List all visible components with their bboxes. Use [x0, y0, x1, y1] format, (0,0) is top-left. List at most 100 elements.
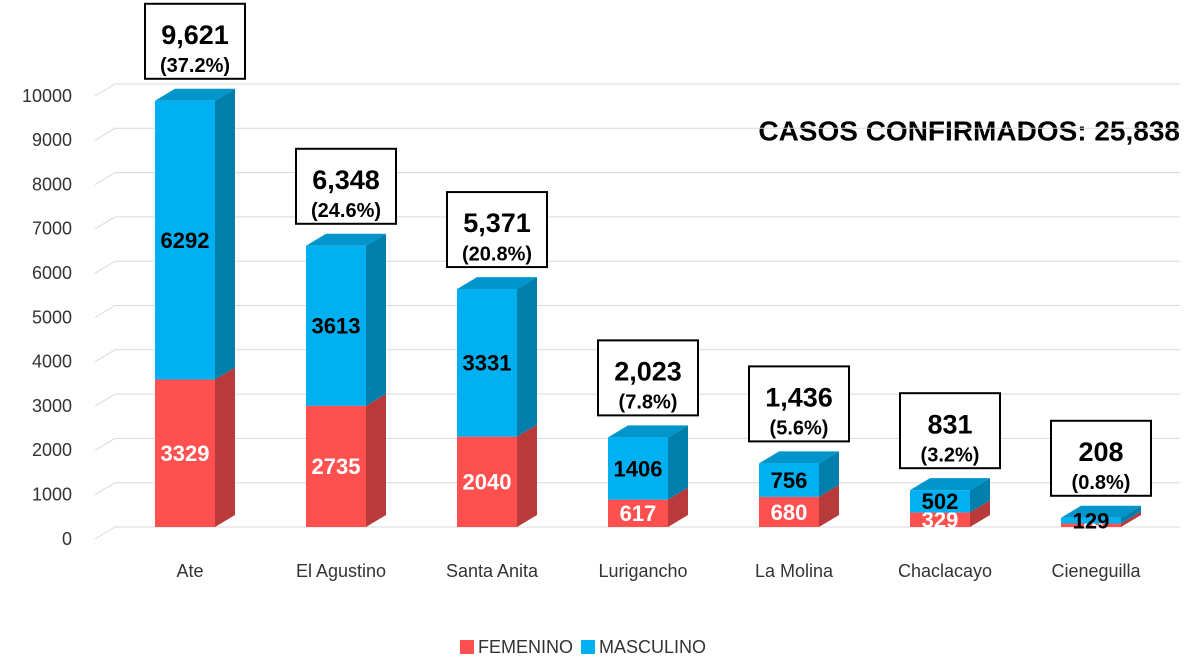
share-label: (3.2%): [921, 444, 980, 466]
bar-side: [215, 88, 235, 380]
y-tick-label: 3000: [32, 396, 72, 416]
legend-swatch: [460, 640, 474, 654]
grid-line: [94, 216, 1180, 230]
bar: [306, 405, 366, 527]
y-tick-label: 6000: [32, 263, 72, 283]
bar-side: [366, 393, 386, 527]
bar-side: [668, 487, 688, 527]
bar-side: [970, 478, 990, 513]
bar: [1061, 517, 1121, 524]
bar-side: [1121, 505, 1141, 524]
bar-side: [1121, 511, 1141, 527]
grid-line: [94, 349, 1180, 363]
share-label: (5.6%): [770, 418, 829, 440]
y-tick-label: 10000: [22, 86, 72, 106]
bar: [608, 499, 668, 527]
share-label: (37.2%): [160, 55, 230, 77]
bar-top: [608, 425, 688, 438]
data-label: 2040: [463, 470, 512, 495]
bar-side: [668, 425, 688, 500]
bar: [910, 512, 970, 527]
legend-label: FEMENINO: [478, 637, 573, 657]
y-tick-label: 4000: [32, 352, 72, 372]
total-box: [144, 2, 246, 80]
total-label: 208: [1078, 437, 1123, 467]
grid-line: [94, 172, 1180, 186]
y-tick-label: 7000: [32, 219, 72, 239]
total-label: 2,023: [614, 357, 682, 387]
bar: [457, 436, 517, 527]
bar: [1061, 523, 1121, 527]
data-label: 756: [771, 468, 808, 493]
data-label: 2735: [312, 454, 361, 479]
bar-side: [517, 277, 537, 437]
data-label: 1406: [614, 456, 663, 481]
total-label: 5,371: [463, 208, 531, 238]
share-label: (7.8%): [619, 392, 678, 414]
bar: [608, 437, 668, 500]
y-tick-label: 9000: [32, 130, 72, 150]
y-tick-label: 0: [62, 529, 72, 549]
total-label: 9,621: [161, 20, 229, 50]
legend-label: MASCULINO: [599, 637, 706, 657]
share-label: (0.8%): [1072, 472, 1131, 494]
data-label: 6292: [161, 228, 210, 253]
bar-side: [819, 484, 839, 527]
annotation: CASOS CONFIRMADOS: 25,838: [758, 115, 1180, 146]
bar-side: [366, 233, 386, 406]
total-box: [446, 191, 548, 269]
total-box: [899, 392, 1001, 470]
total-box: [597, 339, 699, 417]
total-box: [1050, 419, 1152, 497]
total-box: [295, 147, 397, 225]
x-tick-label: Lurigancho: [598, 561, 687, 581]
share-label: (24.6%): [311, 200, 381, 222]
grid-line: [94, 260, 1180, 274]
grid-line: [94, 305, 1180, 318]
bar: [306, 245, 366, 406]
bar-top: [1061, 505, 1141, 518]
bar: [910, 490, 970, 513]
grid-line: [94, 127, 1180, 141]
bar: [457, 289, 517, 437]
total-label: 6,348: [312, 165, 380, 195]
data-label: 3613: [312, 314, 361, 339]
data-label: 129: [1073, 508, 1110, 533]
y-tick-label: 5000: [32, 307, 72, 327]
x-tick-label: Santa Anita: [446, 561, 539, 581]
y-tick-label: 8000: [32, 174, 72, 194]
bar: [759, 496, 819, 527]
grid-line: [94, 526, 1180, 540]
total-box: [748, 365, 850, 443]
data-label: 680: [771, 500, 808, 525]
bar-top: [155, 88, 235, 101]
bar-top: [759, 451, 839, 464]
x-tick-label: El Agustino: [296, 561, 386, 581]
data-label: 617: [620, 501, 657, 526]
bar: [155, 100, 215, 380]
total-label: 1,436: [765, 383, 833, 413]
y-tick-label: 2000: [32, 440, 72, 460]
x-tick-label: Ate: [176, 561, 203, 581]
bar: [155, 379, 215, 527]
grid-line: [94, 83, 1180, 97]
y-tick-label: 1000: [32, 484, 72, 504]
data-label: 502: [922, 489, 959, 514]
total-label: 831: [927, 409, 972, 439]
bar-top: [910, 478, 990, 491]
bar-side: [819, 451, 839, 497]
bar: [759, 463, 819, 497]
data-label: 3329: [161, 441, 210, 466]
bar-side: [970, 500, 990, 527]
x-tick-label: La Molina: [755, 561, 834, 581]
x-tick-label: Cieneguilla: [1051, 561, 1141, 581]
bar-top: [457, 277, 537, 290]
bar-top: [306, 233, 386, 246]
x-tick-label: Chaclacayo: [898, 561, 992, 581]
bar-side: [517, 424, 537, 527]
data-label: 3331: [463, 351, 512, 376]
share-label: (20.8%): [462, 243, 532, 265]
legend-swatch: [581, 640, 596, 654]
bar-side: [215, 367, 235, 527]
